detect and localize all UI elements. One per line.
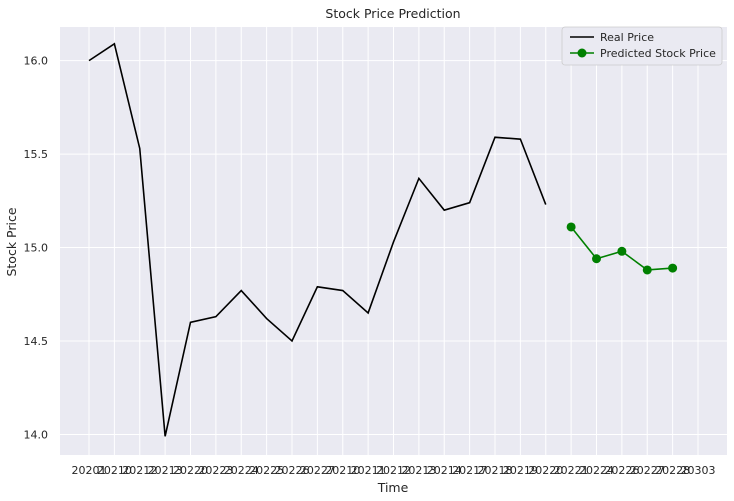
legend-real-price-label: Real Price (600, 31, 654, 44)
series-layer (88, 42, 678, 437)
x-gridlines (88, 27, 699, 455)
y-tick-labels: 14.0 14.5 15.0 15.5 16.0 (24, 55, 49, 442)
x-tick-label: 20212 (122, 464, 157, 477)
x-tick-label: 20224 (579, 464, 614, 477)
x-tick-label: 20210 (325, 464, 360, 477)
y-tick-label: 14.0 (24, 428, 49, 441)
x-tick-label: 20226 (604, 464, 639, 477)
x-tick-label: 20224 (224, 464, 259, 477)
x-tick-label: 20220 (528, 464, 563, 477)
predicted-stock-price-point (566, 222, 576, 232)
x-tick-label: 20211 (351, 464, 386, 477)
x-tick-label: 20221 (554, 464, 589, 477)
x-tick-label: 20225 (249, 464, 284, 477)
y-axis-label: Stock Price (4, 207, 19, 276)
x-tick-label: 20303 (681, 464, 716, 477)
chart-title: Stock Price Prediction (325, 6, 460, 21)
y-tick-label: 15.0 (24, 242, 49, 255)
real-price-line (88, 42, 547, 437)
predicted-stock-price-point (592, 254, 601, 264)
x-tick-label: 20226 (275, 464, 310, 477)
x-tick-labels: 2020120210202122021320220202232022420225… (72, 464, 716, 477)
x-tick-label: 20218 (478, 464, 513, 477)
x-tick-label: 20228 (655, 464, 690, 477)
legend-predicted-price-marker (577, 48, 587, 58)
predicted-stock-price-point (668, 263, 678, 273)
y-tick-label: 14.5 (24, 335, 49, 348)
legend-predicted-price-label: Predicted Stock Price (600, 47, 716, 60)
legend: Real Price Predicted Stock Price (561, 26, 723, 66)
predicted-stock-price-point (642, 265, 652, 275)
x-tick-label: 20220 (173, 464, 208, 477)
x-tick-label: 20213 (148, 464, 183, 477)
x-tick-label: 20217 (452, 464, 487, 477)
x-tick-label: 20219 (503, 464, 538, 477)
legend-box (561, 26, 723, 66)
x-tick-label: 20201 (72, 464, 107, 477)
x-axis-label: Time (377, 480, 409, 495)
predicted-stock-price-point (617, 246, 627, 256)
y-tick-label: 15.5 (24, 148, 49, 161)
x-tick-label: 20214 (427, 464, 462, 477)
x-tick-label: 20227 (300, 464, 335, 477)
x-tick-label: 20213 (401, 464, 436, 477)
y-tick-label: 16.0 (24, 55, 49, 68)
x-tick-label: 20212 (376, 464, 411, 477)
x-tick-label: 20210 (97, 464, 132, 477)
x-tick-label: 20223 (198, 464, 233, 477)
x-tick-label: 20227 (630, 464, 665, 477)
